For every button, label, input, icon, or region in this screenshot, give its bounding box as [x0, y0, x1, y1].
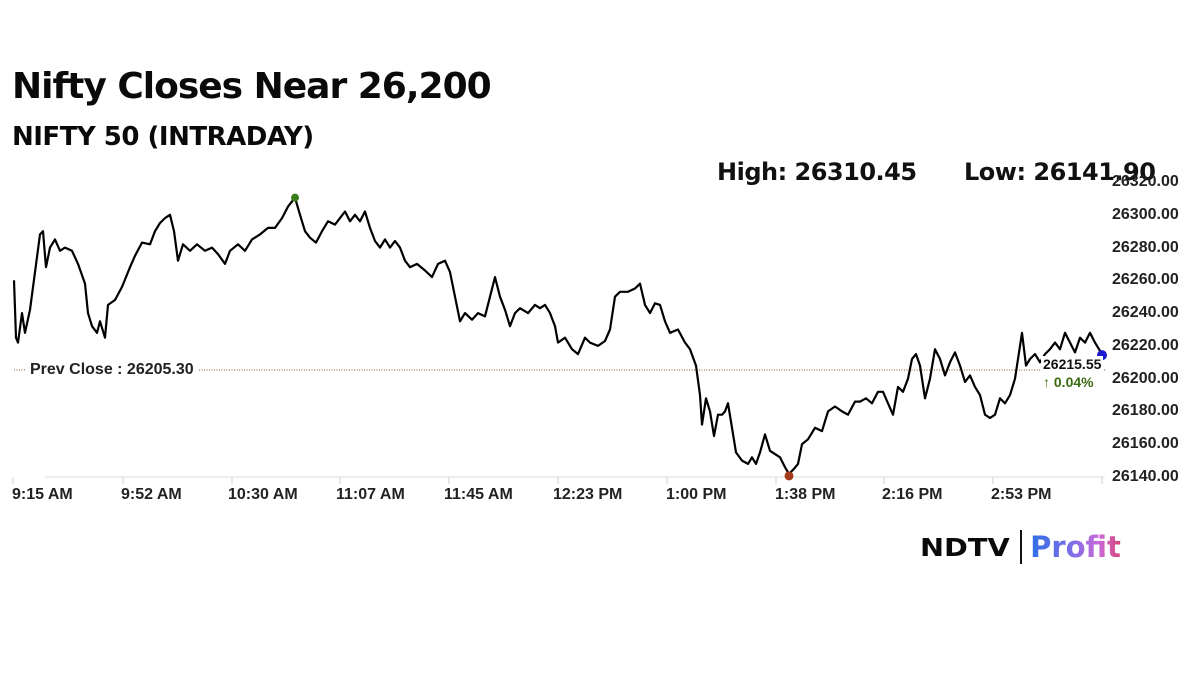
last-value-label: 26215.55	[1041, 356, 1104, 372]
day-low-label: Low: 26141.90	[964, 158, 1156, 186]
y-axis-tick-label: 26320.00	[1112, 173, 1179, 190]
y-axis-tick-label: 26240.00	[1112, 304, 1179, 322]
x-axis-tick-label: 1:00 PM	[666, 486, 727, 503]
x-axis-tick-label: 2:53 PM	[991, 486, 1052, 503]
high-marker	[291, 193, 299, 202]
chart-subtitle: NIFTY 50 (INTRADAY)	[12, 122, 314, 152]
y-axis-tick-label: 26300.00	[1112, 205, 1179, 223]
x-axis-tick-label: 2:16 PM	[882, 486, 943, 503]
logo-divider	[1020, 530, 1023, 564]
y-axis-tick-label: 26140.00	[1112, 468, 1179, 485]
ndtv-profit-logo: NDTV Profit	[920, 530, 1121, 564]
y-axis-tick-label: 26180.00	[1112, 402, 1179, 420]
ndtv-wordmark: NDTV	[920, 532, 1010, 562]
price-line	[12, 196, 1103, 475]
x-axis-tick-label: 12:23 PM	[553, 486, 623, 503]
y-axis-tick-label: 26280.00	[1112, 238, 1179, 256]
x-axis-tick-label: 1:38 PM	[775, 486, 836, 503]
y-axis-tick-label: 26220.00	[1112, 336, 1179, 354]
chart-title: Nifty Closes Near 26,200	[12, 66, 492, 107]
x-axis-tick-label: 9:15 AM	[12, 486, 73, 503]
day-high-label: High: 26310.45	[717, 158, 917, 186]
y-axis-tick-label: 26200.00	[1112, 369, 1179, 387]
low-marker	[784, 471, 794, 481]
y-axis-tick-label: 26260.00	[1112, 271, 1179, 289]
x-axis-tick-label: 9:52 AM	[121, 486, 182, 503]
x-axis-tick-label: 11:07 AM	[336, 486, 405, 503]
up-arrow-icon: ↑	[1043, 374, 1050, 390]
profit-wordmark: Profit	[1030, 530, 1121, 564]
x-axis-ticks	[12, 477, 1103, 484]
prev-close-label: Prev Close : 26205.30	[26, 361, 198, 379]
x-axis-tick-label: 11:45 AM	[444, 486, 513, 503]
y-axis-tick-label: 26160.00	[1112, 435, 1179, 453]
x-axis-tick-label: 10:30 AM	[228, 486, 298, 503]
change-percent: ↑ 0.04%	[1043, 374, 1094, 390]
change-percent-value: 0.04%	[1053, 374, 1094, 390]
